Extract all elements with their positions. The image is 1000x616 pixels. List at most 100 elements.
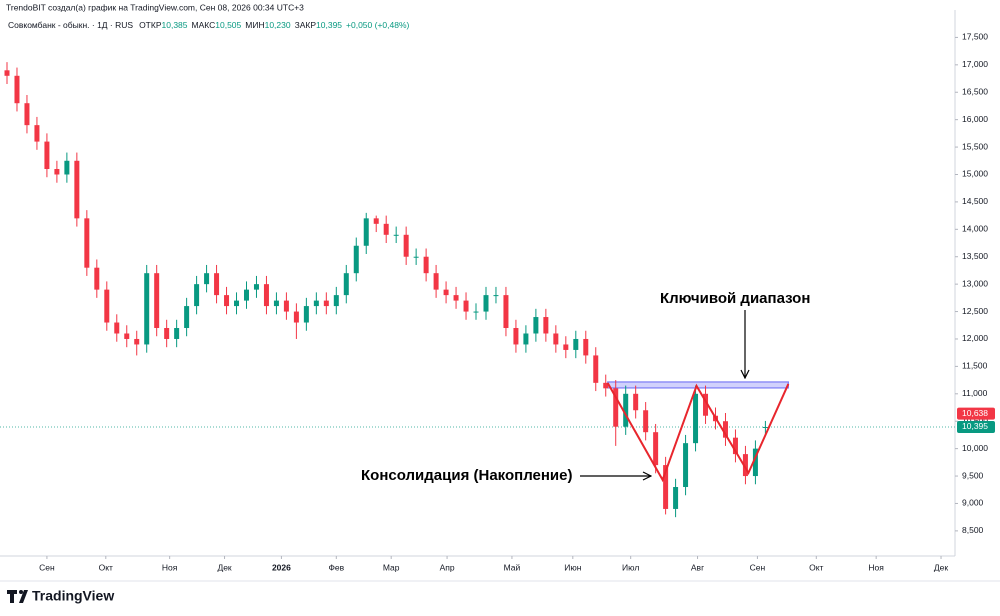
- logo: TradingView: [7, 588, 114, 604]
- annotation: Ключивой диапазон: [660, 290, 810, 307]
- price-badge-label: 10,395: [962, 421, 988, 431]
- y-tick-label: 16,500: [962, 86, 988, 96]
- candle-body: [673, 487, 679, 509]
- candle-body: [493, 295, 499, 297]
- candle-body: [613, 388, 619, 427]
- candle-body: [503, 295, 509, 329]
- candle-body: [134, 338, 140, 345]
- x-tick-label: Ноя: [162, 562, 178, 572]
- candle-body: [234, 300, 240, 307]
- candle-body: [184, 306, 190, 329]
- candle-body: [174, 328, 180, 339]
- candle-body: [353, 245, 359, 274]
- y-tick-label: 14,000: [962, 224, 988, 234]
- y-tick-label: 17,000: [962, 59, 988, 69]
- y-tick-label: 11,000: [962, 388, 988, 398]
- y-tick-label: 13,500: [962, 251, 988, 261]
- pattern-line: [606, 382, 790, 483]
- price-badge-label: 10,638: [962, 408, 988, 418]
- candle-body: [403, 234, 409, 257]
- y-tick-label: 13,000: [962, 278, 988, 288]
- y-tick-label: 10,500: [962, 415, 988, 425]
- candle-body: [413, 256, 419, 258]
- candle-body: [333, 295, 339, 307]
- candle-body: [194, 284, 200, 307]
- candle-body: [663, 465, 669, 509]
- candle-body: [4, 70, 10, 76]
- candle-body: [393, 234, 399, 236]
- y-tick-label: 12,000: [962, 333, 988, 343]
- y-tick-label: 8,500: [962, 525, 984, 535]
- candle-body: [124, 333, 130, 339]
- candle-body: [14, 75, 20, 104]
- legend-value: 10,505: [215, 20, 241, 30]
- candle-body: [34, 125, 40, 142]
- candle-body: [214, 273, 220, 296]
- logo-icon: [7, 590, 28, 603]
- y-tick-label: 15,500: [962, 141, 988, 151]
- x-tick-label: Дек: [217, 562, 231, 572]
- candle-body: [303, 306, 309, 323]
- candle-body: [253, 284, 259, 290]
- attribution: TrendoBIT создал(а) график на TradingVie…: [6, 2, 304, 12]
- candle-body: [263, 284, 269, 307]
- y-tick-label: 16,000: [962, 114, 988, 124]
- candle-body: [44, 141, 50, 170]
- x-tick-label: Ноя: [868, 562, 884, 572]
- candle-body: [523, 333, 529, 345]
- candle-body: [293, 311, 299, 323]
- candle-body: [273, 300, 279, 307]
- x-tick-label: Сен: [39, 562, 55, 572]
- price-badge: [957, 420, 995, 433]
- candle-body: [483, 295, 489, 312]
- candle-body: [423, 256, 429, 274]
- candle-body: [683, 443, 689, 488]
- symbol: Совкомбанк - обыкн. · 1Д · RUS: [8, 20, 133, 30]
- x-tick-label: Окт: [99, 562, 113, 572]
- legend-label: ОТКР: [139, 20, 162, 30]
- x-tick-label: Апр: [440, 562, 455, 572]
- candle-body: [443, 289, 449, 296]
- candle-body: [323, 300, 329, 307]
- y-tick-label: 12,500: [962, 306, 988, 316]
- candle-body: [104, 289, 110, 323]
- candle-body: [453, 295, 459, 301]
- logo-dot: [19, 590, 23, 594]
- x-tick-label: Дек: [934, 562, 948, 572]
- candle-body: [752, 448, 758, 477]
- y-tick-label: 17,500: [962, 32, 988, 42]
- candle-body: [164, 328, 170, 339]
- x-tick-label: Мар: [383, 562, 400, 572]
- candle-body: [154, 273, 160, 329]
- annotation: Консолидация (Накопление): [361, 467, 572, 484]
- legend-value: 10,395: [316, 20, 342, 30]
- y-tick-label: 10,000: [962, 443, 988, 453]
- candle-body: [653, 432, 659, 466]
- candle-body: [623, 393, 629, 427]
- x-tick-label: Авг: [691, 562, 704, 572]
- candles: [4, 62, 768, 518]
- candle-body: [643, 410, 649, 433]
- candle-body: [463, 300, 469, 312]
- candle-body: [693, 393, 699, 444]
- candle-body: [114, 322, 120, 334]
- candle-body: [732, 437, 738, 455]
- candle-body: [583, 338, 589, 356]
- candle-body: [573, 338, 579, 350]
- candle-body: [94, 267, 100, 290]
- candle-body: [533, 317, 539, 334]
- y-tick-label: 11,500: [962, 361, 988, 371]
- candle-body: [603, 382, 609, 389]
- x-tick-label: Июн: [564, 562, 581, 572]
- candle-body: [433, 273, 439, 290]
- candle-body: [64, 160, 70, 175]
- candle-body: [204, 273, 210, 285]
- logo-text: TradingView: [32, 588, 114, 604]
- legend-value: 10,230: [265, 20, 291, 30]
- x-tick-label: Окт: [809, 562, 823, 572]
- candle-body: [593, 355, 599, 383]
- candle-body: [722, 421, 728, 438]
- candle-body: [24, 103, 30, 126]
